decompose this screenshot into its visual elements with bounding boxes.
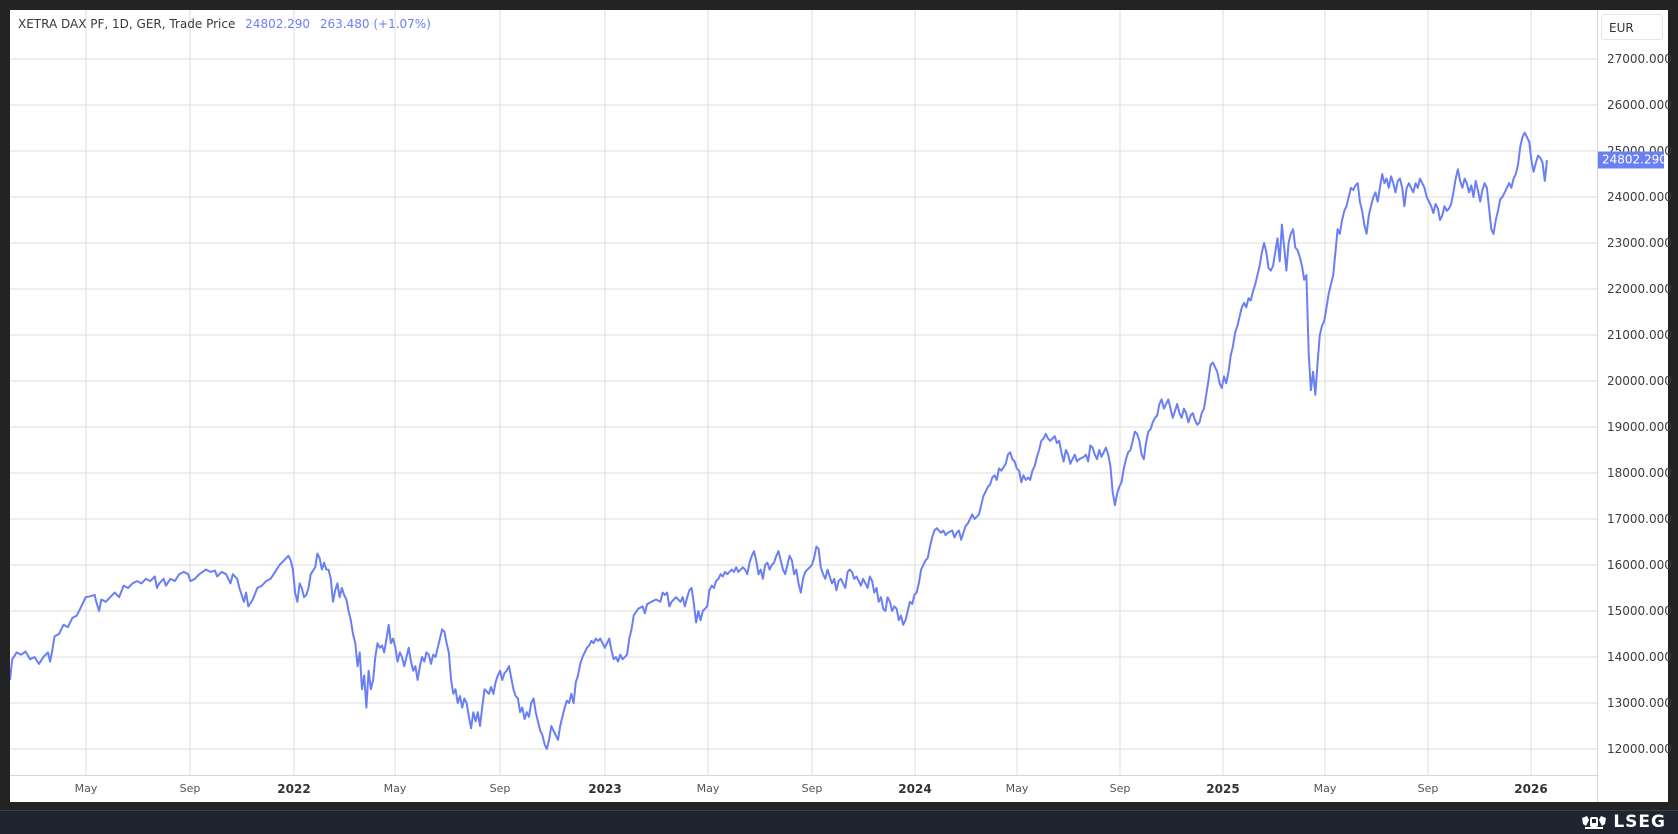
x-tick-label: May bbox=[1313, 782, 1337, 795]
lseg-logo: LSEG bbox=[1581, 812, 1666, 832]
footer-bar: LSEG bbox=[0, 810, 1678, 834]
x-tick-label: 2022 bbox=[277, 782, 311, 796]
chart-legend: XETRA DAX PF, 1D, GER, Trade Price 24802… bbox=[18, 17, 431, 31]
x-tick-label: May bbox=[74, 782, 98, 795]
y-tick-label: 23000.000 bbox=[1607, 236, 1672, 250]
x-tick-label: May bbox=[1005, 782, 1029, 795]
x-tick-label: Sep bbox=[179, 782, 201, 795]
x-tick-label: Sep bbox=[1417, 782, 1439, 795]
y-tick-label: 13000.000 bbox=[1607, 696, 1672, 710]
y-tick-label: 16000.000 bbox=[1607, 558, 1672, 572]
chart-panel: XETRA DAX PF, 1D, GER, Trade Price 24802… bbox=[10, 10, 1672, 803]
y-tick-label: 27000.000 bbox=[1607, 52, 1672, 66]
x-tick-label: 2026 bbox=[1514, 782, 1548, 796]
x-tick-label: Sep bbox=[801, 782, 823, 795]
x-axis[interactable] bbox=[10, 775, 1597, 803]
x-tick-label: Sep bbox=[1109, 782, 1131, 795]
y-axis[interactable] bbox=[1597, 10, 1668, 802]
x-tick-label: 2025 bbox=[1206, 782, 1240, 796]
y-tick-label: 26000.000 bbox=[1607, 98, 1672, 112]
legend-last-value: 24802.290 bbox=[245, 17, 311, 31]
y-tick-label: 22000.000 bbox=[1607, 282, 1672, 296]
legend-title: XETRA DAX PF, 1D, GER, Trade Price bbox=[18, 17, 236, 31]
crest-icon bbox=[1582, 816, 1607, 829]
x-tick-label: May bbox=[383, 782, 407, 795]
x-tick-label: May bbox=[696, 782, 720, 795]
y-tick-label: 19000.000 bbox=[1607, 420, 1672, 434]
currency-selector[interactable]: EUR bbox=[1601, 14, 1663, 40]
y-tick-label: 18000.000 bbox=[1607, 466, 1672, 480]
x-tick-label: Sep bbox=[489, 782, 511, 795]
y-tick-label: 14000.000 bbox=[1607, 650, 1672, 664]
legend-change: 263.480 (+1.07%) bbox=[319, 17, 431, 31]
y-tick-label: 12000.000 bbox=[1607, 742, 1672, 756]
brand-name: LSEG bbox=[1613, 812, 1666, 832]
price-line bbox=[10, 131, 1548, 750]
y-tick-label: 20000.000 bbox=[1607, 374, 1672, 388]
y-tick-label: 24000.000 bbox=[1607, 190, 1672, 204]
x-tick-label: 2023 bbox=[588, 782, 622, 796]
x-tick-label: 2024 bbox=[898, 782, 932, 796]
y-tick-label: 15000.000 bbox=[1607, 604, 1672, 618]
y-tick-label: 17000.000 bbox=[1607, 512, 1672, 526]
last-price-tag: 24802.290 bbox=[1598, 151, 1667, 169]
y-tick-label: 21000.000 bbox=[1607, 328, 1672, 342]
plot-area[interactable] bbox=[10, 10, 1597, 775]
